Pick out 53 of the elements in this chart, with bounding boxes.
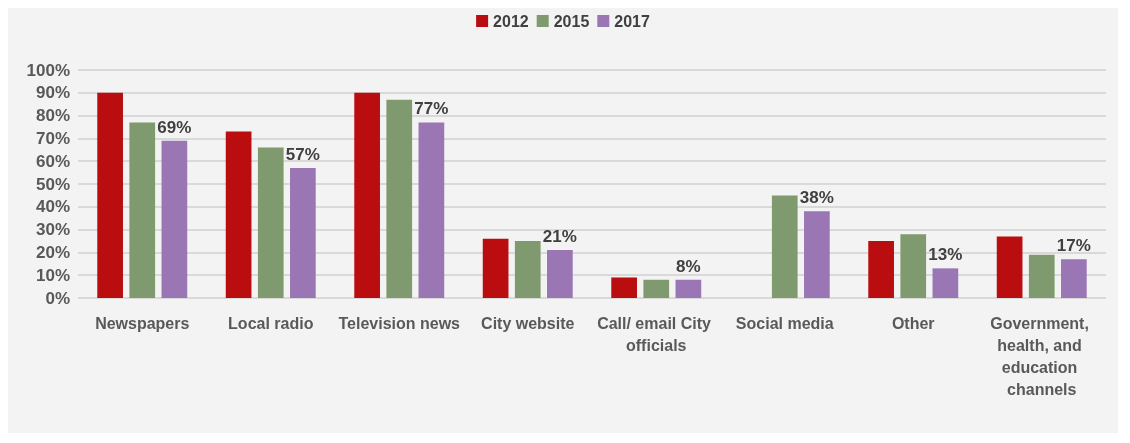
bar <box>643 279 670 298</box>
data-label: 57% <box>285 145 320 165</box>
data-label: 8% <box>676 256 701 276</box>
y-tick-label: 30% <box>35 220 70 240</box>
y-tick-label: 10% <box>35 265 70 285</box>
bar <box>868 241 894 298</box>
bar <box>129 122 156 298</box>
legend-label: 2017 <box>614 12 650 30</box>
bar <box>771 195 798 298</box>
data-label: 77% <box>414 99 449 119</box>
data-label: 21% <box>542 227 577 247</box>
bar <box>257 147 284 298</box>
x-tick-label: Local radio <box>228 314 314 332</box>
bar <box>675 279 702 298</box>
x-tick-label: Other <box>891 314 935 332</box>
x-tick-label: Social media <box>735 314 834 332</box>
bar <box>932 268 959 298</box>
bar <box>611 277 637 298</box>
y-tick-label: 80% <box>35 106 70 126</box>
x-tick-label: Television news <box>338 314 461 332</box>
y-tick-label: 70% <box>35 128 70 148</box>
bar <box>290 168 316 298</box>
bar <box>161 140 188 298</box>
bar <box>514 241 541 298</box>
bar <box>1028 254 1055 298</box>
bar <box>804 211 830 298</box>
x-tick-label: Newspapers <box>95 314 190 332</box>
y-tick-label: 20% <box>35 242 70 262</box>
bar <box>354 92 380 298</box>
legend-label: 2012 <box>493 12 529 30</box>
data-label: 69% <box>157 117 192 137</box>
bar <box>225 131 252 298</box>
bar <box>482 238 509 298</box>
x-tick-label: Government, health, and education channels <box>990 314 1094 398</box>
bar <box>418 122 445 298</box>
y-tick-label: 100% <box>26 60 70 80</box>
data-label: 38% <box>799 188 834 208</box>
y-tick-label: 50% <box>35 174 70 194</box>
data-label: 13% <box>928 245 963 265</box>
data-label: 17% <box>1056 236 1091 256</box>
y-tick-label: 90% <box>35 83 70 103</box>
y-tick-label: 60% <box>35 151 70 171</box>
x-tick-label: City website <box>481 314 575 332</box>
bar <box>547 250 573 298</box>
bar <box>900 234 927 298</box>
y-tick-label: 0% <box>45 288 70 308</box>
legend-label: 2015 <box>553 12 590 30</box>
y-tick-label: 40% <box>35 197 70 217</box>
bar <box>97 92 123 298</box>
bar <box>1061 259 1087 298</box>
x-tick-label: Call/ email City officials <box>597 314 716 354</box>
bar <box>996 236 1023 298</box>
bar <box>386 99 413 298</box>
